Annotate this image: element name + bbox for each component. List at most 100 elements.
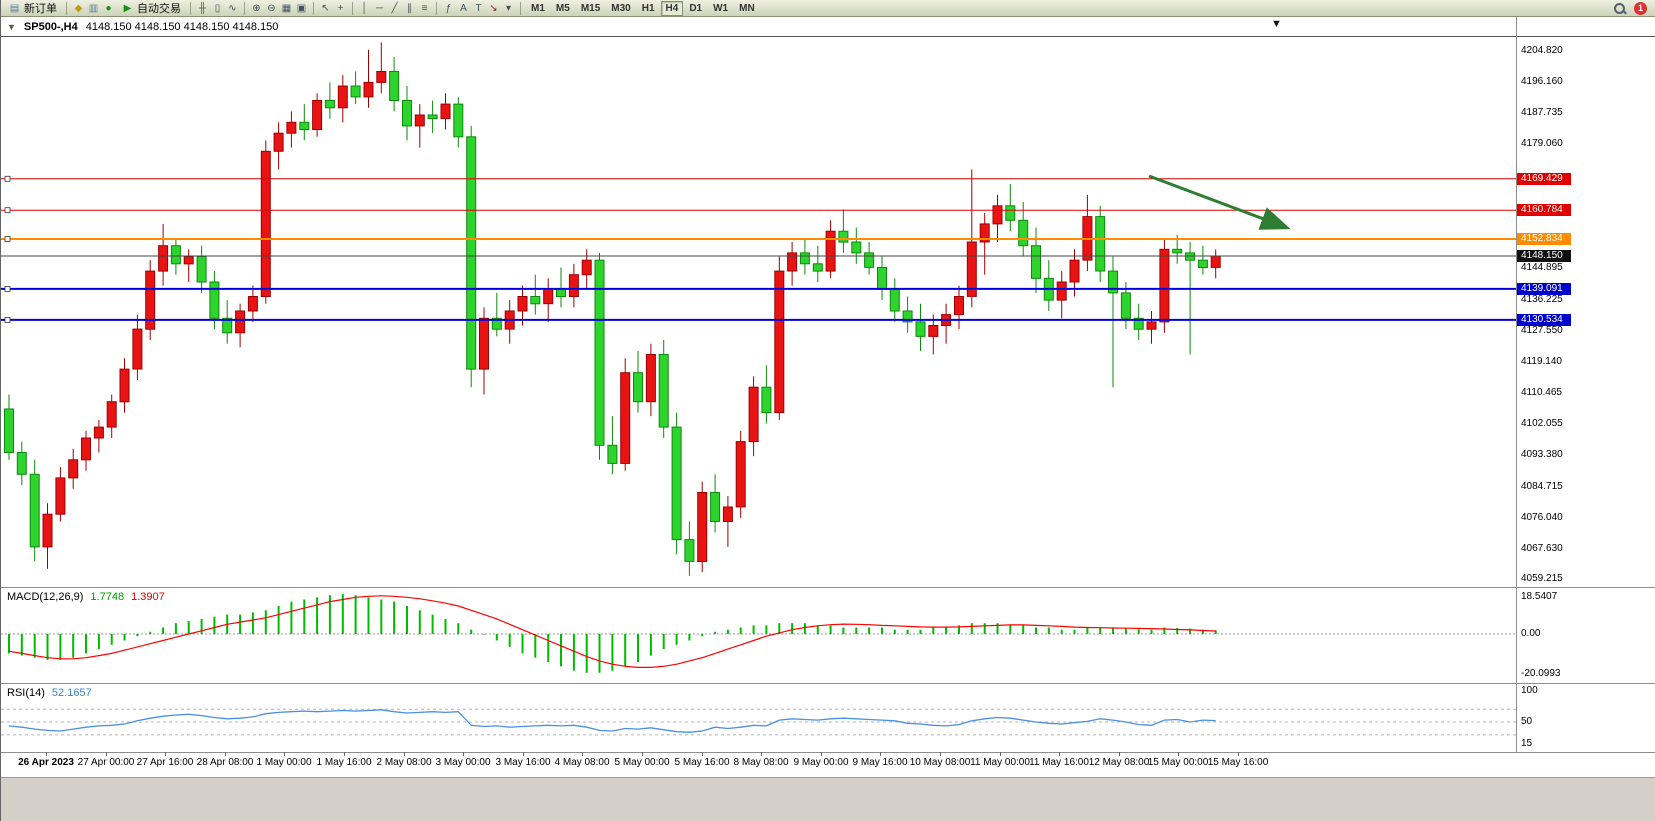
candle-body <box>1185 252 1196 261</box>
candle-body <box>81 437 91 461</box>
macd-bar <box>765 625 768 634</box>
macd-bar <box>1201 629 1204 634</box>
trendline-icon[interactable]: ╱ <box>391 2 398 14</box>
macd-bar <box>1009 625 1012 634</box>
macd-bar <box>752 625 755 634</box>
macd-bar <box>726 629 729 634</box>
arrow-tool-icon[interactable]: ↘ <box>489 2 498 14</box>
macd-bar <box>521 634 524 654</box>
time-axis-label: 27 Apr 16:00 <box>136 757 194 768</box>
line-handle[interactable] <box>4 316 11 323</box>
timeframe-button-h1[interactable]: H1 <box>637 1 660 16</box>
macd-bar <box>637 634 639 662</box>
horizontal-line-icon[interactable]: ─ <box>375 2 384 14</box>
candle-body <box>273 132 284 152</box>
time-axis-divider <box>1 752 1655 754</box>
channel-icon[interactable]: ∥ <box>407 2 412 14</box>
time-axis-tick <box>1059 752 1060 756</box>
print-icon[interactable]: ▥ <box>88 2 99 14</box>
timeframe-button-w1[interactable]: W1 <box>708 1 733 16</box>
crosshair-icon[interactable]: + <box>337 2 344 14</box>
candle-body <box>517 296 528 312</box>
chevron-down-icon[interactable]: ▾ <box>505 2 512 14</box>
main-chart-canvas[interactable] <box>1 37 1516 585</box>
zoom-out-icon[interactable]: ⊖ <box>267 2 276 14</box>
text-tool-icon[interactable]: A <box>460 2 467 14</box>
time-axis-tick <box>344 752 345 756</box>
bar-chart-icon[interactable]: ╫ <box>198 2 207 14</box>
macd-bar <box>59 634 62 660</box>
label-tool-icon[interactable]: T <box>475 2 482 14</box>
indicators-icon[interactable]: ƒ <box>445 2 452 14</box>
time-axis-tick <box>821 752 822 756</box>
vertical-line-icon[interactable]: │ <box>361 2 368 14</box>
new-order-button[interactable]: ▤ 新订单 <box>4 1 61 16</box>
candle-body <box>954 296 964 316</box>
macd-bar <box>970 623 973 634</box>
macd-bar <box>534 634 537 658</box>
candle-body <box>838 230 849 243</box>
macd-bar <box>174 623 177 634</box>
time-axis-label: 11 May 00:00 <box>970 757 1030 768</box>
fibonacci-icon[interactable]: ≡ <box>421 2 428 14</box>
macd-bar <box>200 618 203 634</box>
candle-body <box>183 256 194 265</box>
price-axis-border <box>1516 17 1517 753</box>
candle-body <box>1069 259 1080 283</box>
macd-bar <box>20 634 23 656</box>
macd-bar <box>996 623 999 634</box>
macd-bar <box>33 634 36 658</box>
macd-canvas[interactable] <box>1 590 1516 681</box>
macd-bar <box>1176 628 1179 634</box>
grid-icon[interactable]: ▦ <box>281 2 292 14</box>
rsi-axis-label: 15 <box>1521 738 1533 749</box>
time-axis-tick <box>284 752 285 756</box>
cursor-icon[interactable]: ↖ <box>321 2 330 14</box>
search-icon[interactable] <box>1612 1 1627 15</box>
timeframe-button-mn[interactable]: MN <box>734 1 760 16</box>
macd-bar <box>97 634 100 650</box>
alerts-icon[interactable]: ● <box>105 2 112 14</box>
macd-bar <box>585 634 588 673</box>
macd-bar <box>354 595 357 634</box>
auto-trading-button[interactable]: ▶ 自动交易 <box>117 1 185 16</box>
timeframe-button-m30[interactable]: M30 <box>606 1 635 16</box>
toolbar-separator <box>436 1 437 15</box>
line-handle[interactable] <box>4 285 11 292</box>
candlestick-chart-icon[interactable]: ▯ <box>214 2 221 14</box>
candle-body <box>825 230 836 272</box>
line-handle[interactable] <box>4 207 11 214</box>
zoom-in-icon[interactable]: ⊕ <box>252 2 261 14</box>
candle-body <box>697 492 708 562</box>
macd-bar <box>816 625 819 634</box>
rsi-canvas[interactable] <box>1 686 1516 751</box>
collapse-icon[interactable]: ▼ <box>7 22 16 32</box>
macd-bar <box>906 629 909 634</box>
down-triangle-marker: ▼ <box>1271 18 1282 30</box>
macd-bar <box>829 625 832 634</box>
candle-body <box>247 296 258 312</box>
rsi-panel-divider[interactable] <box>1 683 1655 685</box>
macd-panel-divider[interactable] <box>1 587 1655 589</box>
timeframe-button-m5[interactable]: M5 <box>551 1 575 16</box>
macd-bar <box>714 631 717 634</box>
candle-body <box>992 205 1003 225</box>
tile-windows-icon[interactable]: ▣ <box>296 2 307 14</box>
line-handle[interactable] <box>4 236 11 242</box>
line-chart-icon[interactable]: ∿ <box>228 2 237 14</box>
candle-body <box>1120 292 1131 319</box>
timeframe-button-m1[interactable]: M1 <box>526 1 550 16</box>
candle-body <box>479 317 489 370</box>
notification-badge[interactable]: 1 <box>1634 1 1647 15</box>
search-icon-circle <box>1614 3 1625 14</box>
time-axis-label: 4 May 08:00 <box>554 757 610 768</box>
timeframe-button-h4[interactable]: H4 <box>660 0 684 16</box>
search-icon-tail <box>1622 9 1627 15</box>
line-handle[interactable] <box>4 175 11 182</box>
trend-arrow[interactable] <box>1148 174 1291 230</box>
timeframe-button-m15[interactable]: M15 <box>576 1 605 16</box>
screenshot-icon[interactable]: ◆ <box>74 2 83 14</box>
candle-body <box>235 310 246 334</box>
timeframe-button-d1[interactable]: D1 <box>684 1 707 16</box>
price-axis-label: 4179.060 <box>1521 138 1563 149</box>
